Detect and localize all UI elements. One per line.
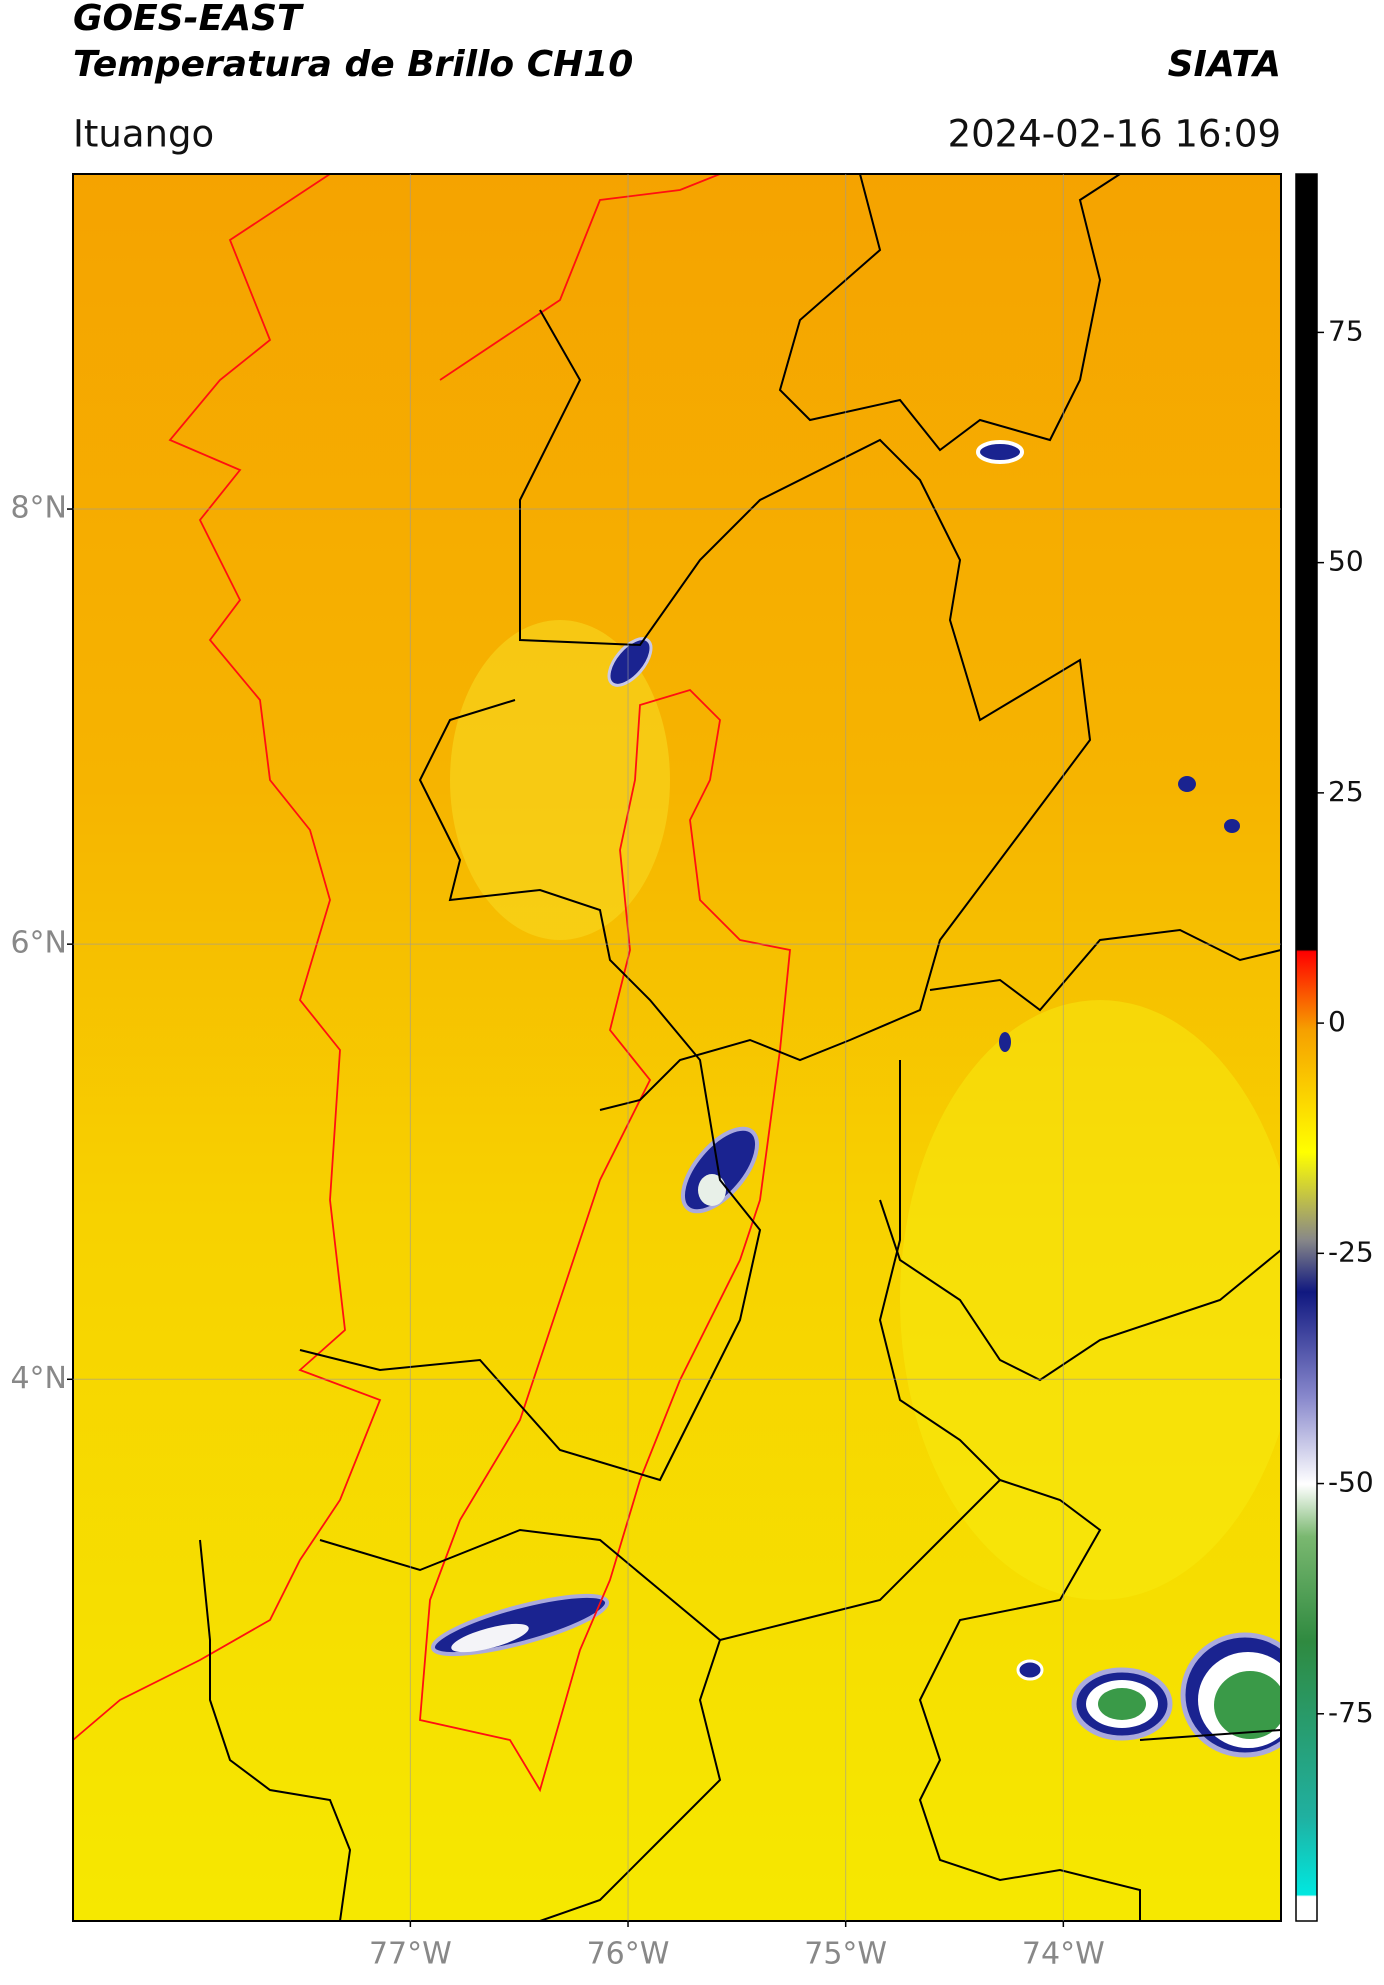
- department-border: [419, 688, 791, 1793]
- admin-border: [879, 1199, 1281, 1382]
- coastline: [439, 174, 721, 381]
- colorbar: [1295, 173, 1318, 1922]
- colorbar-tick-label: -50: [1328, 1466, 1374, 1499]
- cloud-cells: [430, 440, 1281, 1758]
- map-frame: [72, 173, 1282, 1922]
- colorbar-tick-label: 50: [1328, 545, 1364, 578]
- admin-border: [199, 1539, 352, 1921]
- admin-border: [1139, 1729, 1281, 1741]
- lat-tick-label: 6°N: [10, 926, 67, 961]
- source: SIATA: [1168, 44, 1281, 85]
- title: GOES-EAST: [73, 0, 304, 39]
- admin-border: [918, 1479, 1141, 1921]
- lon-tick-label: 75°W: [804, 1937, 887, 1972]
- admin-border: [299, 699, 762, 1482]
- coastline: [73, 174, 382, 1741]
- admin-border: [778, 174, 1121, 452]
- lon-tick-label: 74°W: [1022, 1937, 1105, 1972]
- map: [73, 174, 1281, 1921]
- colorbar-tick-label: -25: [1328, 1235, 1374, 1268]
- lat-tick-label: 8°N: [10, 491, 67, 526]
- colorbar-tick-label: 0: [1328, 1005, 1346, 1038]
- colorbar-tick-label: -75: [1328, 1696, 1374, 1729]
- location: Ituango: [73, 113, 214, 156]
- lat-tick-label: 4°N: [10, 1361, 67, 1396]
- lon-tick-label: 76°W: [587, 1937, 670, 1972]
- colorbar-tick-label: 75: [1328, 314, 1364, 347]
- admin-border: [519, 309, 1092, 1111]
- timestamp: 2024-02-16 16:09: [948, 113, 1281, 156]
- admin-border: [719, 1060, 1002, 1641]
- colorbar-tick-label: 25: [1328, 775, 1364, 808]
- admin-border: [929, 928, 1281, 1012]
- subtitle: Temperatura de Brillo CH10: [73, 44, 633, 85]
- lon-tick-label: 77°W: [369, 1937, 452, 1972]
- warm-area: [450, 620, 670, 940]
- warm-area: [900, 1000, 1281, 1600]
